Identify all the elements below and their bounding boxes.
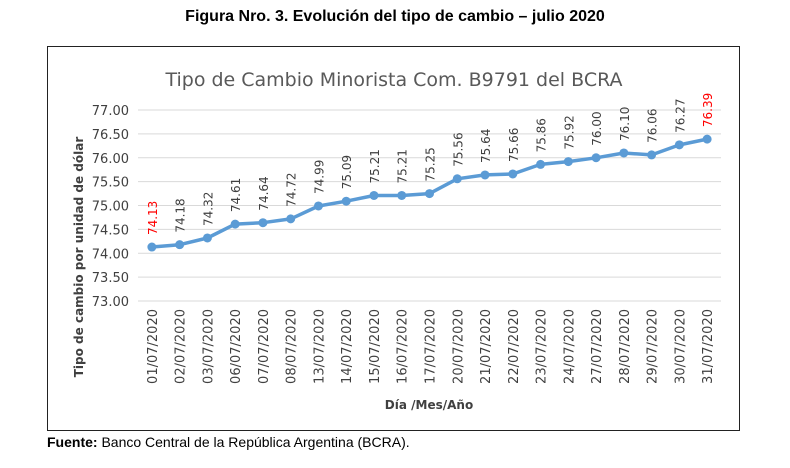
x-axis-label: Día /Mes/Año [385,398,473,412]
x-tick-label: 24/07/2020 [562,309,577,384]
data-label: 76.00 [590,111,604,145]
data-label: 75.86 [535,118,549,152]
y-tick-label: 75.50 [92,176,129,191]
data-label: 74.72 [285,173,299,207]
data-point [230,219,240,229]
data-point [647,150,657,160]
data-label: 75.66 [507,128,521,162]
gridlines [138,109,721,302]
chart-title: Tipo de Cambio Minorista Com. B9791 del … [164,69,622,91]
data-label: 76.27 [673,98,687,132]
data-point [147,242,157,252]
y-tick-label: 75.00 [92,200,129,215]
x-tick-label: 07/07/2020 [257,309,272,384]
data-point [563,157,573,167]
source-label: Fuente: [47,434,98,450]
x-axis-ticks: 01/07/2020 02/07/2020 03/07/2020 06/07/2020… [146,309,716,384]
data-label: 75.56 [451,132,465,166]
data-point [286,214,296,224]
data-point [674,140,684,150]
data-point [369,190,379,200]
data-point [702,134,712,144]
chart-frame: Tipo de Cambio Minorista Com. B9791 del … [47,46,740,431]
data-label: 76.10 [618,107,632,141]
data-point [508,169,518,179]
y-tick-label: 73.00 [92,295,129,310]
data-labels: 74.13 74.18 74.32 74.61 74.64 74.72 74.99 75.09… [146,93,715,235]
x-tick-label: 14/07/2020 [340,309,355,384]
data-point [313,201,323,211]
data-label: 76.39 [701,93,715,127]
data-label: 75.09 [340,155,354,189]
x-tick-label: 30/07/2020 [673,309,688,384]
x-tick-label: 15/07/2020 [368,309,383,384]
y-axis-label: Tipo de cambio por unidad de dólar [72,137,86,378]
y-tick-label: 74.50 [92,223,129,238]
data-label: 74.13 [146,201,160,235]
data-point [397,190,407,200]
x-tick-label: 23/07/2020 [535,309,550,384]
data-point [341,196,351,206]
data-point [536,159,546,169]
data-label: 74.99 [312,160,326,194]
data-label: 75.21 [368,149,382,183]
data-label: 74.18 [174,198,188,232]
data-label: 74.64 [257,176,271,210]
y-axis-ticks: 77.00 76.50 76.00 75.50 75.00 74.50 74.00 73.50… [92,104,129,310]
x-tick-label: 20/07/2020 [451,309,466,384]
data-label: 74.61 [229,178,243,212]
data-point [175,240,185,250]
x-tick-label: 01/07/2020 [146,309,161,384]
data-point [258,218,268,228]
data-points [147,134,712,252]
data-label: 75.21 [396,149,410,183]
data-point [480,170,490,180]
x-tick-label: 08/07/2020 [285,309,300,384]
x-tick-label: 28/07/2020 [618,309,633,384]
y-tick-label: 77.00 [92,104,129,119]
source-text: Banco Central de la República Argentina … [97,434,410,450]
data-point [425,189,434,199]
line-chart: Tipo de Cambio Minorista Com. B9791 del … [72,69,721,412]
data-label: 75.25 [424,147,438,181]
x-tick-label: 13/07/2020 [312,309,327,384]
x-tick-label: 27/07/2020 [590,309,605,384]
data-label: 75.92 [562,115,576,149]
source-note: Fuente: Banco Central de la República Ar… [47,434,410,450]
x-tick-label: 31/07/2020 [701,309,716,384]
data-point [591,153,601,163]
x-tick-label: 29/07/2020 [646,309,661,384]
data-label: 76.06 [646,109,660,143]
y-tick-label: 73.50 [92,271,129,286]
data-label: 74.32 [201,192,215,226]
y-tick-label: 76.50 [92,128,129,143]
x-tick-label: 03/07/2020 [201,309,216,384]
y-tick-label: 76.00 [92,152,129,167]
x-tick-label: 21/07/2020 [479,309,494,384]
y-tick-label: 74.00 [92,247,129,262]
x-tick-label: 22/07/2020 [507,309,522,384]
data-point [452,174,462,184]
x-tick-label: 17/07/2020 [424,309,439,384]
figure-title: Figura Nro. 3. Evolución del tipo de cam… [185,8,605,25]
x-tick-label: 06/07/2020 [229,309,244,384]
x-tick-label: 02/07/2020 [174,309,189,384]
data-point [619,148,629,158]
data-label: 75.64 [479,129,493,163]
x-tick-label: 16/07/2020 [396,309,411,384]
data-point [202,233,212,243]
